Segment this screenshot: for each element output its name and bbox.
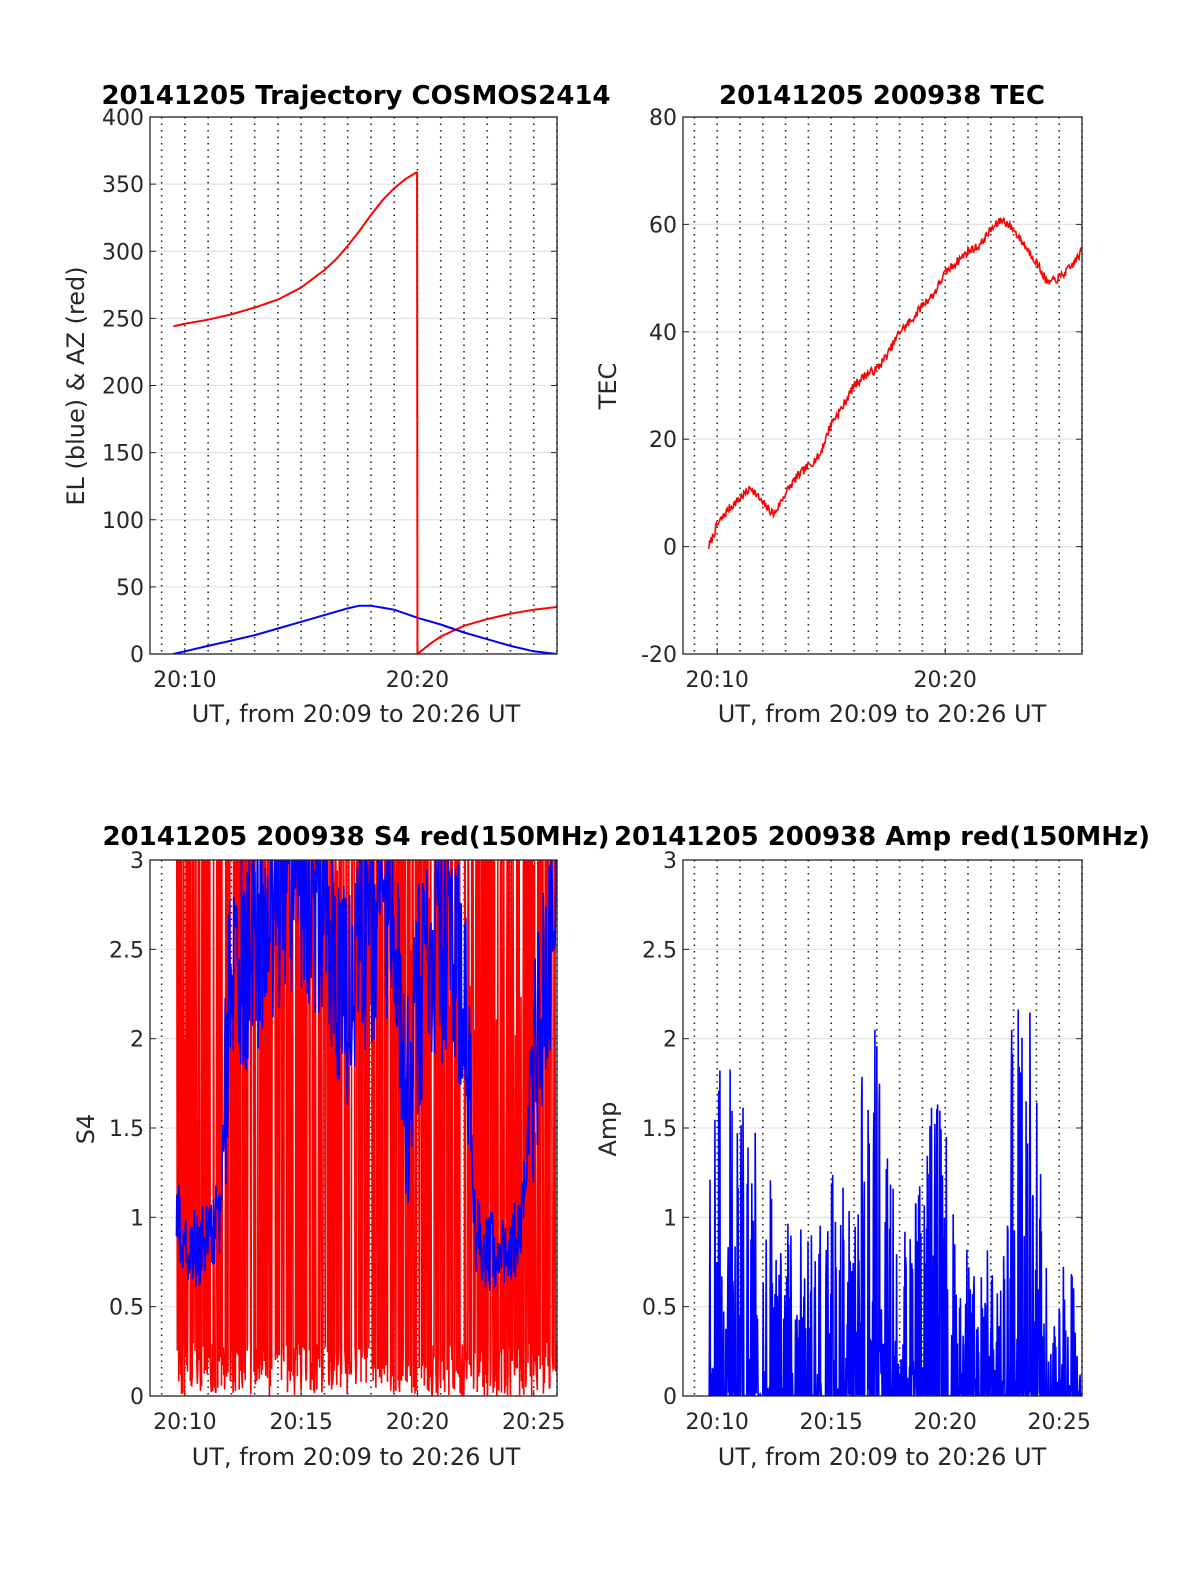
tec-line	[708, 217, 1082, 549]
s4-panel: 20141205 200938 S4 red(150MHz) UT, from …	[72, 822, 610, 1471]
tec-xlabel: UT, from 20:09 to 20:26 UT	[718, 700, 1047, 728]
tec-axes-box	[682, 116, 1083, 655]
s4-title: 20141205 200938 S4 red(150MHz)	[102, 822, 609, 852]
tec-data	[708, 217, 1082, 549]
trajectory-ytick-label: 300	[102, 240, 144, 265]
s4-xtick-label: 20:15	[269, 1410, 332, 1435]
tec-grid	[683, 116, 1083, 655]
tec-ytick-label: 0	[663, 536, 677, 561]
amp-ytick-label: 0.5	[642, 1296, 677, 1321]
tec-plot-area	[683, 117, 1082, 654]
tec-panel: 20141205 200938 TEC UT, from 20:09 to 20…	[594, 81, 1083, 728]
amp-ytick-label: 1	[663, 1206, 677, 1231]
s4-ytick-label: 2.5	[109, 938, 144, 963]
trajectory-ytick-label: 150	[102, 442, 144, 467]
tec-title: 20141205 200938 TEC	[719, 81, 1045, 111]
azimuth-line	[173, 171, 418, 328]
s4-ylabel: S4	[72, 1114, 100, 1145]
s4-ytick-label: 3	[130, 849, 144, 874]
amp-xtick-label: 20:25	[1027, 1410, 1090, 1435]
amp-ylabel: Amp	[594, 1101, 622, 1156]
s4-ytick-label: 0.5	[109, 1296, 144, 1321]
tec-ytick-label: 60	[649, 213, 677, 238]
s4-data	[175, 860, 557, 1396]
amp-ytick-label: 2.5	[642, 938, 677, 963]
trajectory-ytick-label: 200	[102, 375, 144, 400]
tec-ytick-label: 40	[649, 321, 677, 346]
s4-ytick-label: 2	[130, 1028, 144, 1053]
amp-axes-box	[682, 859, 1083, 1397]
trajectory-axes-box	[149, 116, 558, 655]
trajectory-xlabel: UT, from 20:09 to 20:26 UT	[192, 700, 521, 728]
s4-ytick-label: 1.5	[109, 1117, 144, 1142]
trajectory-grid	[150, 116, 558, 655]
s4-xtick-label: 20:20	[386, 1410, 449, 1435]
amp-series	[708, 1009, 1082, 1396]
elevation-line	[173, 604, 557, 654]
tec-ytick-label: 80	[649, 106, 677, 131]
trajectory-ytick-label: 50	[116, 576, 144, 601]
amp-ytick-label: 1.5	[642, 1117, 677, 1142]
s4-xtick-label: 20:10	[153, 1410, 216, 1435]
trajectory-ytick-label: 100	[102, 509, 144, 534]
s4-xlabel: UT, from 20:09 to 20:26 UT	[192, 1443, 521, 1471]
trajectory-ytick-label: 400	[102, 106, 144, 131]
s4-xtick-label: 20:25	[502, 1410, 565, 1435]
trajectory-title: 20141205 Trajectory COSMOS2414	[101, 81, 610, 111]
trajectory-xtick-label: 20:20	[386, 668, 449, 693]
trajectory-ylabel: EL (blue) & AZ (red)	[62, 266, 90, 505]
s4-ytick-label: 0	[130, 1385, 144, 1410]
tec-ytick-label: -20	[641, 643, 677, 668]
trajectory-data	[173, 171, 557, 654]
tec-ytick-label: 20	[649, 428, 677, 453]
trajectory-xtick-label: 20:10	[153, 668, 216, 693]
amp-xtick-label: 20:20	[913, 1410, 976, 1435]
trajectory-ytick-label: 350	[102, 173, 144, 198]
amp-xtick-label: 20:15	[799, 1410, 862, 1435]
s4-axes-box	[149, 859, 558, 1397]
trajectory-panel: 20141205 Trajectory COSMOS2414 UT, from …	[62, 81, 611, 728]
tec-xtick-label: 20:10	[685, 668, 748, 693]
amp-ytick-label: 3	[663, 849, 677, 874]
s4-red-series	[176, 860, 557, 1396]
amp-title: 20141205 200938 Amp red(150MHz)	[614, 822, 1150, 852]
amp-data	[708, 1009, 1082, 1396]
amp-xtick-label: 20:10	[685, 1410, 748, 1435]
amp-ytick-label: 0	[663, 1385, 677, 1410]
trajectory-ytick-label: 250	[102, 307, 144, 332]
amp-panel: 20141205 200938 Amp red(150MHz) UT, from…	[594, 822, 1150, 1471]
amp-xlabel: UT, from 20:09 to 20:26 UT	[718, 1443, 1047, 1471]
azimuth-line-wrapped	[416, 606, 557, 654]
tec-ylabel: TEC	[594, 363, 622, 411]
tec-xtick-label: 20:20	[913, 668, 976, 693]
trajectory-ytick-label: 0	[130, 643, 144, 668]
amp-ytick-label: 2	[663, 1028, 677, 1053]
s4-ytick-label: 1	[130, 1206, 144, 1231]
s4-blue-series	[175, 860, 557, 1291]
